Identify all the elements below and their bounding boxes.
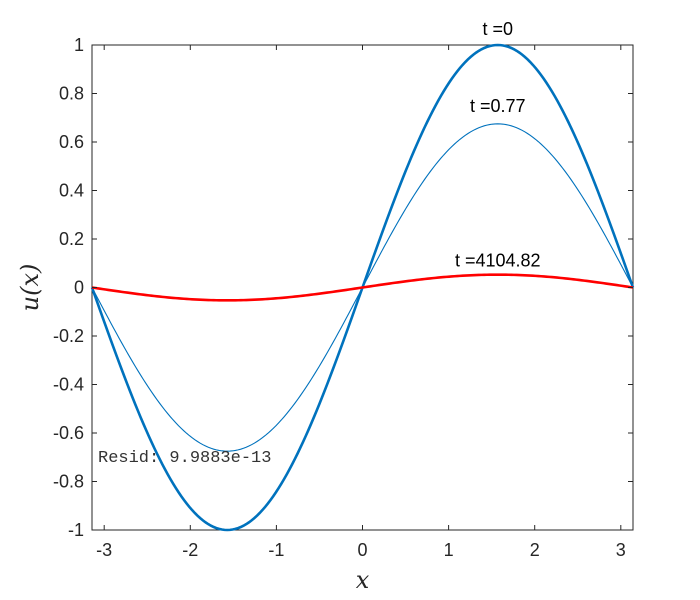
y-tick-label: 0.4	[59, 181, 84, 201]
x-tick-label: -3	[96, 540, 112, 560]
y-tick-label: 0.8	[59, 84, 84, 104]
series-label-1: t =0.77	[470, 96, 526, 116]
x-tick-label: 1	[444, 540, 454, 560]
series-line-2	[91, 273, 634, 302]
y-tick-label: -0.8	[53, 472, 84, 492]
y-tick-label: 0	[74, 278, 84, 298]
x-tick-label: 3	[616, 540, 626, 560]
x-tick-label: 0	[357, 540, 367, 560]
x-tick-label: 2	[530, 540, 540, 560]
x-axis-ticks: -3 -2 -1 0 1 2 3	[96, 45, 626, 560]
x-axis-label: x	[356, 566, 370, 594]
y-axis-ticks: -1 -0.8 -0.6 -0.4 -0.2 0 0.2 0.4 0.6 0.8 1	[53, 35, 633, 540]
y-tick-label: -0.4	[53, 375, 84, 395]
series-label-2: t =4104.82	[455, 251, 541, 271]
series-label-0: t =0	[482, 19, 513, 39]
residual-annotation: Resid: 9.9883e-13	[98, 449, 271, 468]
series-labels: t =0 t =0.77 t =4104.82	[455, 19, 541, 271]
y-tick-label: -0.6	[53, 423, 84, 443]
series-curves	[90, 43, 635, 532]
y-tick-label: -0.2	[53, 326, 84, 346]
y-tick-label: 0.2	[59, 229, 84, 249]
x-tick-label: -1	[268, 540, 284, 560]
y-tick-label: 0.6	[59, 132, 84, 152]
y-tick-label: 1	[74, 35, 84, 55]
y-tick-label: -1	[68, 520, 84, 540]
y-axis-label: u(x)	[16, 264, 44, 312]
x-tick-label: -2	[182, 540, 198, 560]
